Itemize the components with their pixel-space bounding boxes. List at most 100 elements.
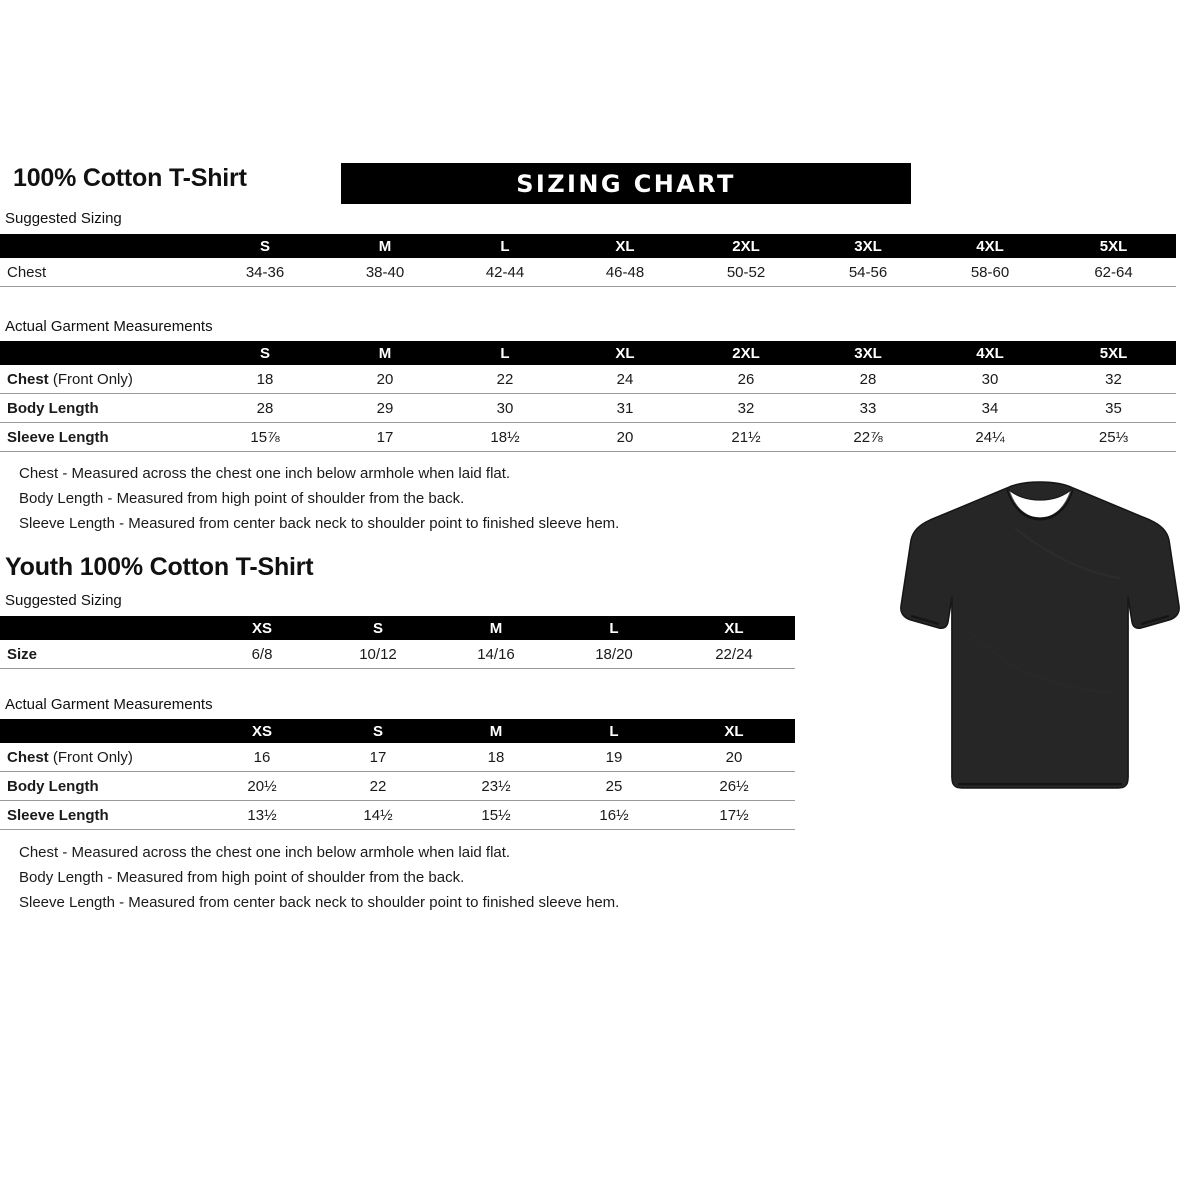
cell-size-l: 18/20 bbox=[555, 640, 673, 669]
adult-suggested-caption: Suggested Sizing bbox=[5, 210, 122, 227]
note-sleeve-length: Sleeve Length - Measured from center bac… bbox=[19, 515, 620, 532]
cell-chest-m: 38-40 bbox=[325, 258, 445, 287]
column-header-2xl: 2XL bbox=[685, 234, 807, 258]
youth-measurement-notes: Chest - Measured across the chest one in… bbox=[19, 840, 619, 915]
cell-body-length-3xl: 33 bbox=[807, 393, 929, 423]
column-header-s: S bbox=[319, 719, 437, 743]
cell-body-length-xl: 31 bbox=[565, 393, 685, 423]
cell-chest-l: 42-44 bbox=[445, 258, 565, 287]
column-header-l: L bbox=[555, 616, 673, 640]
cell-body-length-4xl: 34 bbox=[929, 393, 1051, 423]
column-header-4xl: 4XL bbox=[929, 341, 1051, 365]
cell-body-length-xs: 20½ bbox=[205, 771, 319, 801]
cell-body-length-s: 22 bbox=[319, 771, 437, 801]
cell-chest-4xl: 30 bbox=[981, 370, 999, 388]
note-chest: Chest - Measured across the chest one in… bbox=[19, 465, 511, 482]
table-row: Body Length 28 29 30 31 32 33 34 35 bbox=[0, 393, 1176, 423]
column-header-l: L bbox=[445, 234, 565, 258]
row-label-sleeve-length: Sleeve Length bbox=[0, 422, 205, 452]
page-title: 100% Cotton T-Shirt bbox=[13, 164, 247, 192]
column-header-xs: XS bbox=[205, 616, 319, 640]
column-header-s: S bbox=[205, 234, 325, 258]
table-row: Size 6/8 10/12 14/16 18/20 22/24 bbox=[0, 640, 795, 669]
row-label-chest-front-only: Chest (Front Only) bbox=[0, 743, 205, 772]
header-corner bbox=[0, 616, 205, 640]
cell-chest-s: 18 bbox=[256, 370, 274, 388]
cell-chest-5xl: 62-64 bbox=[1051, 258, 1176, 287]
column-header-5xl: 5XL bbox=[1051, 234, 1176, 258]
cell-sleeve-length-3xl: 22⅞ bbox=[807, 422, 929, 452]
youth-section-heading: Youth 100% Cotton T-Shirt bbox=[5, 553, 314, 581]
cell-chest-xs: 16 bbox=[253, 748, 271, 766]
column-header-s: S bbox=[205, 341, 325, 365]
table-row: Chest (Front Only) 16 17 18 19 20 bbox=[0, 743, 795, 772]
header-corner bbox=[0, 341, 205, 365]
cell-size-xl: 22/24 bbox=[673, 640, 795, 669]
cell-sleeve-length-xl: 17½ bbox=[673, 800, 795, 830]
header-corner bbox=[0, 719, 205, 743]
column-header-4xl: 4XL bbox=[929, 234, 1051, 258]
cell-chest-xl: 46-48 bbox=[565, 258, 685, 287]
adult-suggested-sizing-table: S M L XL 2XL 3XL 4XL 5XL Chest 34-36 38-… bbox=[0, 234, 1176, 287]
table-row: Body Length 20½ 22 23½ 25 26½ bbox=[0, 771, 795, 801]
table-header-row: XS S M L XL bbox=[0, 616, 795, 640]
cell-body-length-s: 28 bbox=[205, 393, 325, 423]
cell-size-m: 14/16 bbox=[437, 640, 555, 669]
row-label-body-length: Body Length bbox=[0, 771, 205, 801]
note-body-length: Body Length - Measured from high point o… bbox=[19, 490, 465, 507]
cell-chest-l: 22 bbox=[496, 370, 514, 388]
cell-chest-2xl: 26 bbox=[737, 370, 755, 388]
cell-sleeve-length-5xl: 25⅓ bbox=[1051, 422, 1176, 452]
cell-chest-m: 20 bbox=[376, 370, 394, 388]
youth-garment-measurements-table: XS S M L XL Chest (Front Only) 16 17 18 … bbox=[0, 719, 795, 830]
sizing-chart-banner-label: SIZING CHART bbox=[516, 169, 736, 198]
cell-body-length-m: 29 bbox=[325, 393, 445, 423]
column-header-m: M bbox=[325, 341, 445, 365]
table-row: Chest 34-36 38-40 42-44 46-48 50-52 54-5… bbox=[0, 258, 1176, 287]
column-header-l: L bbox=[445, 341, 565, 365]
youth-measurements-caption: Actual Garment Measurements bbox=[5, 696, 213, 713]
cell-body-length-2xl: 32 bbox=[685, 393, 807, 423]
cell-size-xs: 6/8 bbox=[205, 640, 319, 669]
table-header-row: XS S M L XL bbox=[0, 719, 795, 743]
table-header-row: S M L XL 2XL 3XL 4XL 5XL bbox=[0, 234, 1176, 258]
cell-body-length-m: 23½ bbox=[437, 771, 555, 801]
cell-size-s: 10/12 bbox=[319, 640, 437, 669]
cell-sleeve-length-xl: 20 bbox=[565, 422, 685, 452]
cell-body-length-l: 30 bbox=[445, 393, 565, 423]
cell-sleeve-length-4xl: 24¼ bbox=[929, 422, 1051, 452]
adult-measurements-caption: Actual Garment Measurements bbox=[5, 318, 213, 335]
cell-chest-l: 19 bbox=[605, 748, 623, 766]
cell-sleeve-length-2xl: 21½ bbox=[685, 422, 807, 452]
youth-suggested-caption: Suggested Sizing bbox=[5, 592, 122, 609]
cell-body-length-xl: 26½ bbox=[673, 771, 795, 801]
row-label-qualifier: (Front Only) bbox=[48, 370, 133, 388]
row-label-size: Size bbox=[0, 640, 205, 669]
column-header-m: M bbox=[325, 234, 445, 258]
black-tshirt-icon bbox=[900, 481, 1180, 789]
cell-sleeve-length-xs: 13½ bbox=[205, 800, 319, 830]
tshirt-illustration bbox=[895, 478, 1185, 803]
column-header-s: S bbox=[319, 616, 437, 640]
cell-chest-s: 17 bbox=[369, 748, 387, 766]
column-header-m: M bbox=[437, 616, 555, 640]
chart-header: 100% Cotton T-Shirt SIZING CHART bbox=[8, 163, 1192, 205]
column-header-2xl: 2XL bbox=[685, 341, 807, 365]
row-label-body-length: Body Length bbox=[0, 393, 205, 423]
column-header-5xl: 5XL bbox=[1051, 341, 1176, 365]
cell-sleeve-length-l: 16½ bbox=[555, 800, 673, 830]
cell-body-length-5xl: 35 bbox=[1051, 393, 1176, 423]
cell-body-length-l: 25 bbox=[555, 771, 673, 801]
cell-chest-3xl: 54-56 bbox=[807, 258, 929, 287]
column-header-m: M bbox=[437, 719, 555, 743]
row-label-text: Chest bbox=[7, 748, 49, 766]
table-row: Sleeve Length 15⅞ 17 18½ 20 21½ 22⅞ 24¼ … bbox=[0, 422, 1176, 452]
column-header-3xl: 3XL bbox=[807, 341, 929, 365]
cell-chest-5xl: 32 bbox=[1105, 370, 1122, 388]
youth-suggested-sizing-table: XS S M L XL Size 6/8 10/12 14/16 18/20 2… bbox=[0, 616, 795, 669]
note-sleeve-length: Sleeve Length - Measured from center bac… bbox=[19, 894, 620, 911]
cell-chest-xl: 20 bbox=[725, 748, 743, 766]
row-label-text: Chest bbox=[7, 370, 49, 388]
column-header-l: L bbox=[555, 719, 673, 743]
column-header-3xl: 3XL bbox=[807, 234, 929, 258]
